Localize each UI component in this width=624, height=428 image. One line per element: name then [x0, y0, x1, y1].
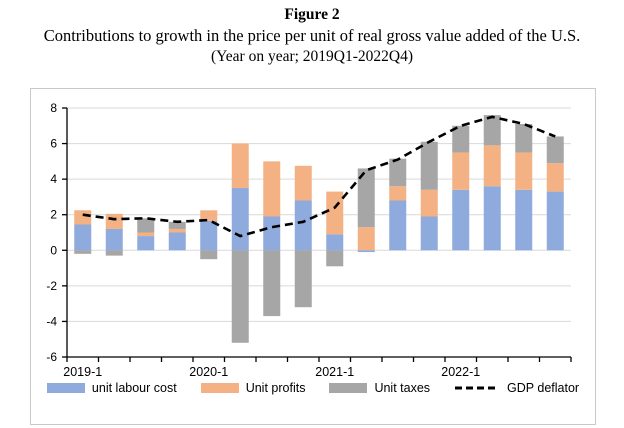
stacked-bar-chart: 8 6 4 2 0 -2 -4 -6 2019-1 2020-1 2021-1 2022-1: [46, 101, 572, 379]
legend-label-unit-taxes: Unit taxes: [374, 381, 431, 395]
svg-text:2: 2: [50, 208, 57, 222]
svg-text:2019-1: 2019-1: [63, 365, 102, 379]
dashed-line-swatch-icon: [455, 386, 500, 390]
legend-label-gdp-deflator: GDP deflator: [507, 381, 580, 395]
unit-labour-cost-swatch-icon: [46, 383, 85, 393]
svg-text:2022-1: 2022-1: [441, 365, 480, 379]
chart-legend: unit labour cost Unit profits Unit taxes…: [31, 381, 595, 395]
svg-text:-4: -4: [46, 314, 57, 328]
legend-item-unit-profits: Unit profits: [200, 381, 306, 395]
legend-item-unit-labour-cost: unit labour cost: [46, 381, 177, 395]
unit-taxes-swatch-icon: [329, 383, 368, 393]
unit-profits-swatch-icon: [200, 383, 239, 393]
svg-text:2020-1: 2020-1: [189, 365, 228, 379]
figure-number: Figure 2: [284, 6, 340, 23]
legend-item-unit-taxes: Unit taxes: [329, 381, 430, 395]
chart-container: 8 6 4 2 0 -2 -4 -6 2019-1 2020-1 2021-1 2022-1 unit…: [30, 88, 596, 425]
svg-text:6: 6: [50, 137, 57, 151]
svg-text:2021-1: 2021-1: [315, 365, 354, 379]
svg-text:8: 8: [50, 101, 57, 115]
svg-text:4: 4: [50, 172, 57, 186]
figure-title: Contributions to growth in the price per…: [43, 26, 581, 46]
svg-text:-2: -2: [46, 279, 57, 293]
figure-titles: Figure 2 Contributions to growth in the …: [0, 0, 624, 68]
svg-text:0: 0: [50, 243, 57, 257]
legend-label-unit-profits: Unit profits: [245, 381, 306, 395]
svg-text:-6: -6: [46, 350, 57, 364]
legend-item-gdp-deflator: GDP deflator: [454, 381, 579, 395]
legend-label-unit-labour-cost: unit labour cost: [91, 381, 177, 395]
figure-subtitle: (Year on year; 2019Q1-2022Q4): [210, 48, 414, 66]
